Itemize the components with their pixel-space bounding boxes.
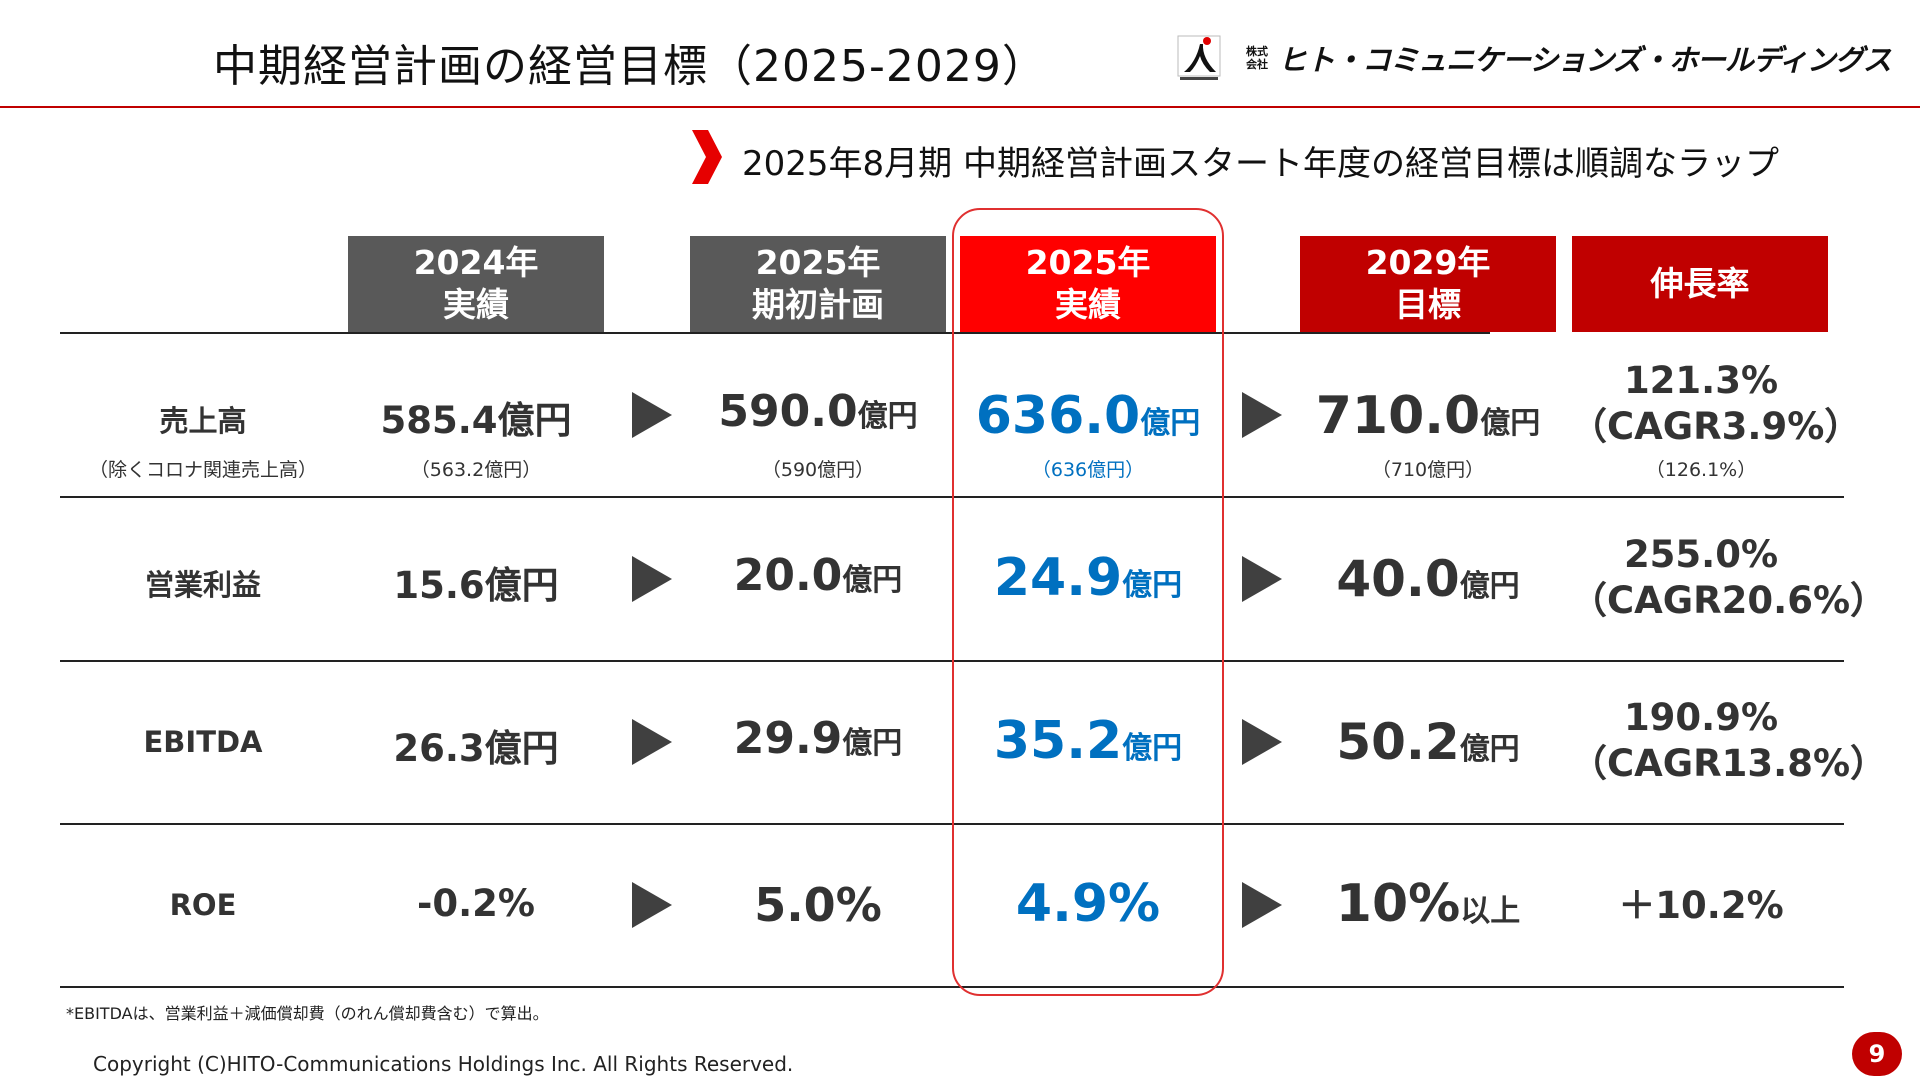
column-header-2029-target: 2029年 目標 xyxy=(1300,236,1556,332)
arrow-right-icon xyxy=(632,556,672,602)
column-header-growth-rate: 伸長率 xyxy=(1572,236,1828,332)
company-logo: 株式会社 ヒト・コミュニケーションズ・ホールディングス xyxy=(1170,30,1892,86)
sales-actual-value: 636.0億円 xyxy=(975,386,1201,446)
table-header-rule xyxy=(60,332,1490,334)
company-name: ヒト・コミュニケーションズ・ホールディングス xyxy=(1278,43,1892,77)
roe-growth: ＋10.2% xyxy=(1618,884,1784,927)
row-label-operating-profit: 営業利益 xyxy=(144,568,261,602)
copyright: Copyright (C)HITO-Communications Holding… xyxy=(93,1052,794,1076)
sales-actual-sub: （636億円） xyxy=(1031,459,1145,481)
arrow-right-icon xyxy=(632,392,672,438)
sales-2024-value: 585.4億円 xyxy=(380,399,572,442)
arrow-right-icon xyxy=(632,882,672,928)
ebitda-actual-value: 35.2億円 xyxy=(993,711,1183,771)
chevron-right-icon xyxy=(690,128,724,186)
roe-target-value: 10%以上 xyxy=(1335,874,1521,934)
sales-target-value: 710.0億円 xyxy=(1315,386,1541,446)
ebitda-plan-value: 29.9億円 xyxy=(733,713,903,764)
ebitda-growth: 190.9% （CAGR13.8%） xyxy=(1570,696,1888,785)
op-target-value: 40.0億円 xyxy=(1336,550,1520,608)
row-label-roe: ROE xyxy=(169,888,237,922)
company-logo-mark-icon xyxy=(1170,32,1240,84)
op-2024-value: 15.6億円 xyxy=(393,564,559,607)
row-label-ebitda: EBITDA xyxy=(143,725,263,759)
row-divider xyxy=(60,986,1844,988)
subtitle: 2025年8月期 中期経営計画スタート年度の経営目標は順調なラップ xyxy=(742,144,1779,184)
op-plan-value: 20.0億円 xyxy=(733,550,903,601)
page-number-badge: 9 xyxy=(1852,1032,1902,1076)
footnote: *EBITDAは、営業利益＋減価償却費（のれん償却費含む）で算出。 xyxy=(66,1004,549,1023)
arrow-right-icon xyxy=(1242,556,1282,602)
row-sublabel-sales: （除くコロナ関連売上高） xyxy=(88,459,317,481)
page-title: 中期経営計画の経営目標（2025-2029） xyxy=(213,41,1047,92)
ebitda-target-value: 50.2億円 xyxy=(1336,713,1520,771)
arrow-right-icon xyxy=(1242,392,1282,438)
sales-growth-sub: （126.1%） xyxy=(1645,459,1757,481)
column-header-2025-actual: 2025年 実績 xyxy=(960,236,1216,332)
sales-plan-value: 590.0億円 xyxy=(718,386,918,437)
sales-plan-sub: （590億円） xyxy=(761,459,875,481)
op-actual-value: 24.9億円 xyxy=(993,548,1183,608)
roe-2024-value: -0.2% xyxy=(417,882,535,925)
column-header-2025-plan: 2025年 期初計画 xyxy=(690,236,946,332)
op-growth: 255.0% （CAGR20.6%） xyxy=(1570,533,1888,622)
arrow-right-icon xyxy=(632,719,672,765)
sales-2024-sub: （563.2億円） xyxy=(410,459,542,481)
roe-plan-value: 5.0% xyxy=(754,878,882,932)
header-divider xyxy=(0,106,1920,108)
ebitda-2024-value: 26.3億円 xyxy=(393,727,559,770)
arrow-right-icon xyxy=(1242,719,1282,765)
roe-actual-value: 4.9% xyxy=(1015,874,1161,934)
sales-target-sub: （710億円） xyxy=(1371,459,1485,481)
arrow-right-icon xyxy=(1242,882,1282,928)
row-label-sales: 売上高 xyxy=(159,404,247,438)
company-kabushiki-label: 株式会社 xyxy=(1246,45,1268,71)
sales-growth: 121.3% （CAGR3.9%） xyxy=(1570,359,1862,448)
column-header-2024-actual: 2024年 実績 xyxy=(348,236,604,332)
highlight-2025-actual-frame xyxy=(952,208,1224,996)
